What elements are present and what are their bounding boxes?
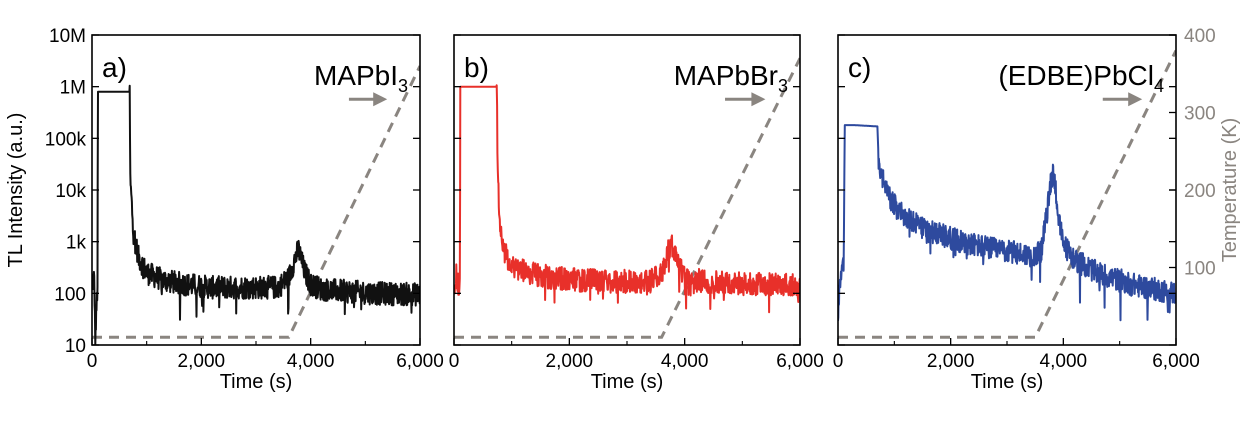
x-axis-title: Time (s) <box>971 371 1044 393</box>
y2-tick-label: 300 <box>1184 104 1216 125</box>
compound-base: (EDBE)PbCl <box>998 60 1154 91</box>
temperature-line <box>92 65 420 339</box>
x-axis-title: Time (s) <box>220 371 293 393</box>
compound-subscript: 3 <box>778 76 788 96</box>
panel-tag: b) <box>464 52 489 83</box>
x-tick-label: 0 <box>449 351 460 372</box>
temperature-arrowhead <box>1128 92 1143 107</box>
y-axis-title: TL Intensity (a.u.) <box>5 113 27 268</box>
frame-layer <box>91 34 1177 346</box>
text-layer: 0 2,000 4,000 6,000 Time (s) 10 100 1k 10k 100k 1M… <box>5 26 1241 393</box>
compound-subscript: 3 <box>398 76 408 96</box>
y2-tick-label: 100 <box>1184 259 1216 280</box>
x-axis-title: Time (s) <box>591 371 664 393</box>
plot-layer <box>92 49 1176 345</box>
compound-base: MAPbI <box>314 60 398 91</box>
compound-label: MAPbBr3 <box>674 60 788 96</box>
y2-axis-title: Temperature (K) <box>1219 118 1241 263</box>
x-tick-label: 4,000 <box>287 351 335 372</box>
x-tick-label: 6,000 <box>776 351 824 372</box>
temperature-line <box>454 57 800 339</box>
y-tick-label: 10k <box>55 181 86 202</box>
y-tick-label: 10M <box>49 26 86 47</box>
y-tick-label: 1M <box>60 78 86 99</box>
x-tick-label: 2,000 <box>927 351 975 372</box>
x-tick-label: 0 <box>833 351 844 372</box>
y2-tick-label: 200 <box>1184 181 1216 202</box>
compound-label: (EDBE)PbCl4 <box>998 60 1164 96</box>
tl-series-line <box>92 84 420 345</box>
temperature-arrowhead <box>751 92 766 107</box>
y-tick-label: 10 <box>65 336 86 357</box>
panel-tag: a) <box>102 52 127 83</box>
tl-series-line <box>838 124 1176 322</box>
compound-base: MAPbBr <box>674 60 778 91</box>
panel-tag: c) <box>848 52 871 83</box>
compound-label: MAPbI3 <box>314 60 408 96</box>
y-tick-label: 1k <box>66 233 87 254</box>
x-tick-label: 6,000 <box>396 351 444 372</box>
y-tick-label: 100k <box>45 129 87 150</box>
x-tick-label: 4,000 <box>1040 351 1088 372</box>
compound-subscript: 4 <box>1154 76 1164 96</box>
temperature-arrowhead <box>373 92 388 107</box>
x-tick-label: 2,000 <box>178 351 226 372</box>
x-tick-label: 6,000 <box>1152 351 1200 372</box>
x-tick-label: 0 <box>87 351 98 372</box>
x-tick-label: 4,000 <box>661 351 709 372</box>
temperature-line <box>838 49 1176 339</box>
tl-series-line <box>454 84 800 314</box>
y-tick-label: 100 <box>54 284 86 305</box>
y2-tick-label: 400 <box>1184 26 1216 47</box>
x-tick-label: 2,000 <box>546 351 594 372</box>
